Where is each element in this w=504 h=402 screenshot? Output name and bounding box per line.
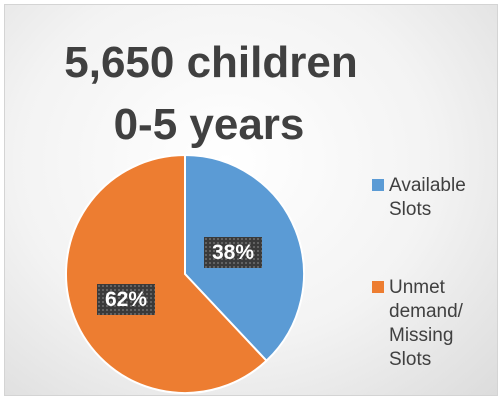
data-label-available-slots: 38% [204,237,263,269]
legend-item-available-slots: Available Slots [372,174,466,222]
legend-swatch-available-slots [372,179,384,191]
legend-swatch-unmet-demand [372,281,384,293]
data-label-unmet-demand: 62% [97,284,156,316]
legend-label-line: Slots [389,349,432,370]
legend-item-unmet-demand: Unmet demand/ Missing Slots [372,276,463,372]
legend-label-line: Slots [389,199,432,220]
legend-label-line: Unmet [389,277,445,298]
pie-slice-unmet-demand-missing-slots [65,153,268,394]
chart-title-line-2: 0-5 years [113,100,305,149]
legend-label-unmet-demand: Unmet demand/ Missing Slots [389,276,463,372]
legend-label-available-slots: Available Slots [389,174,466,222]
legend-label-line: Missing [389,325,454,346]
chart-title-line-1: 5,650 children [64,38,358,87]
legend-label-line: demand/ [389,301,463,322]
legend-label-line: Available [389,175,466,196]
